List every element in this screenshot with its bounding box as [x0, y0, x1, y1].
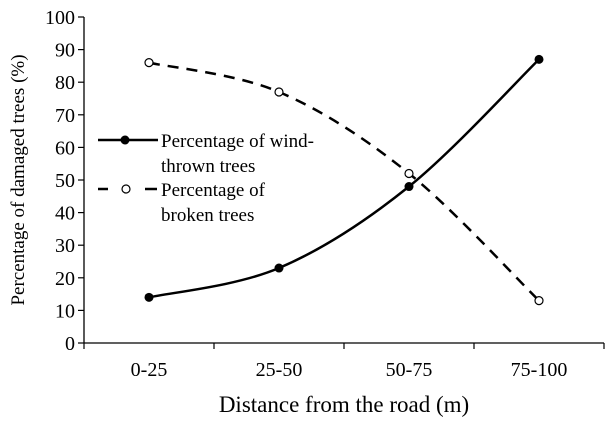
y-tick-label: 90	[55, 40, 75, 62]
x-tick-label: 50-75	[386, 359, 433, 381]
x-tick-label: 25-50	[256, 359, 303, 381]
series-line	[148, 58, 540, 299]
legend-item-broken: Percentage of broken trees	[98, 180, 266, 226]
y-tick-label: 0	[65, 333, 75, 355]
filled-circle-marker	[274, 263, 284, 273]
legend-label-wind-line1: Percentage of wind-	[161, 131, 314, 152]
y-axis-ticks: 0 10 20 30 40 50 60 70 80 90 100	[45, 7, 84, 355]
open-circle-marker-icon	[121, 184, 131, 194]
y-tick-label: 10	[55, 300, 75, 322]
y-tick-label: 100	[45, 7, 75, 29]
series-layer	[144, 54, 544, 306]
open-circle-marker	[404, 168, 414, 179]
open-circle-marker	[534, 296, 544, 306]
x-tick-label: 0-25	[131, 359, 168, 381]
y-tick-label: 70	[55, 105, 75, 127]
open-circle-marker	[144, 58, 154, 68]
x-tick-label: 75-100	[511, 359, 568, 381]
series-line	[148, 61, 540, 302]
y-tick-label: 20	[55, 268, 75, 290]
y-tick-label: 80	[55, 72, 75, 94]
y-axis-label: Percentage of damaged trees (%)	[8, 54, 29, 305]
open-circle-marker	[274, 87, 284, 97]
x-axis-ticks: 0-25 25-50 50-75 75-100	[83, 343, 605, 381]
series-broken	[144, 58, 544, 306]
series-wind-thrown	[144, 54, 544, 302]
y-tick-label: 50	[55, 170, 75, 192]
legend-item-wind-thrown: Percentage of wind- thrown trees	[98, 131, 314, 177]
legend-label-wind-line2: thrown trees	[161, 156, 255, 177]
y-tick-label: 60	[55, 137, 75, 159]
filled-circle-marker	[404, 182, 414, 192]
y-tick-label: 40	[55, 203, 75, 225]
legend: Percentage of wind- thrown trees Percent…	[98, 131, 314, 226]
filled-circle-marker	[144, 292, 154, 302]
legend-label-broken-line1: Percentage of	[161, 180, 266, 201]
y-tick-label: 30	[55, 235, 75, 257]
filled-circle-marker	[534, 54, 544, 64]
filled-circle-marker-icon	[120, 135, 130, 145]
x-axis-label: Distance from the road (m)	[219, 392, 469, 417]
legend-label-broken-line2: broken trees	[161, 205, 254, 226]
